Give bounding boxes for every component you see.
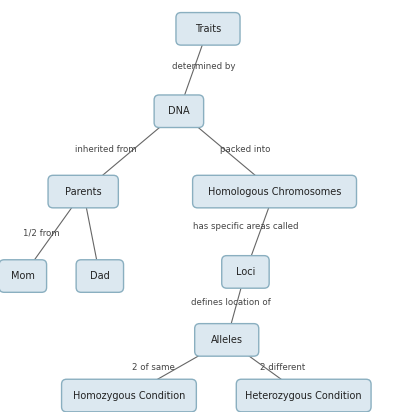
Text: DNA: DNA — [168, 106, 190, 116]
Text: Alleles: Alleles — [211, 335, 243, 345]
FancyBboxPatch shape — [154, 95, 204, 128]
FancyBboxPatch shape — [222, 255, 269, 288]
FancyBboxPatch shape — [0, 260, 47, 293]
FancyBboxPatch shape — [236, 379, 371, 412]
Text: Mom: Mom — [11, 271, 35, 281]
Text: Heterozygous Condition: Heterozygous Condition — [245, 391, 362, 400]
Text: defines location of: defines location of — [191, 298, 271, 307]
Text: inherited from: inherited from — [75, 145, 137, 154]
FancyBboxPatch shape — [48, 176, 118, 208]
Text: has specific areas called: has specific areas called — [193, 222, 298, 231]
Text: Dad: Dad — [90, 271, 110, 281]
FancyBboxPatch shape — [76, 260, 124, 293]
Text: determined by: determined by — [172, 62, 235, 71]
Text: Loci: Loci — [236, 267, 255, 277]
Text: 2 of same: 2 of same — [132, 363, 176, 372]
Text: 1/2 from: 1/2 from — [23, 228, 60, 237]
FancyBboxPatch shape — [193, 176, 357, 208]
Text: Parents: Parents — [65, 187, 102, 197]
Text: Homologous Chromosomes: Homologous Chromosomes — [208, 187, 341, 197]
FancyBboxPatch shape — [176, 12, 240, 45]
Text: packed into: packed into — [220, 145, 271, 154]
Text: Traits: Traits — [195, 24, 221, 34]
Text: 2 different: 2 different — [260, 363, 305, 372]
Text: Homozygous Condition: Homozygous Condition — [73, 391, 185, 400]
FancyBboxPatch shape — [62, 379, 196, 412]
FancyBboxPatch shape — [195, 324, 259, 356]
